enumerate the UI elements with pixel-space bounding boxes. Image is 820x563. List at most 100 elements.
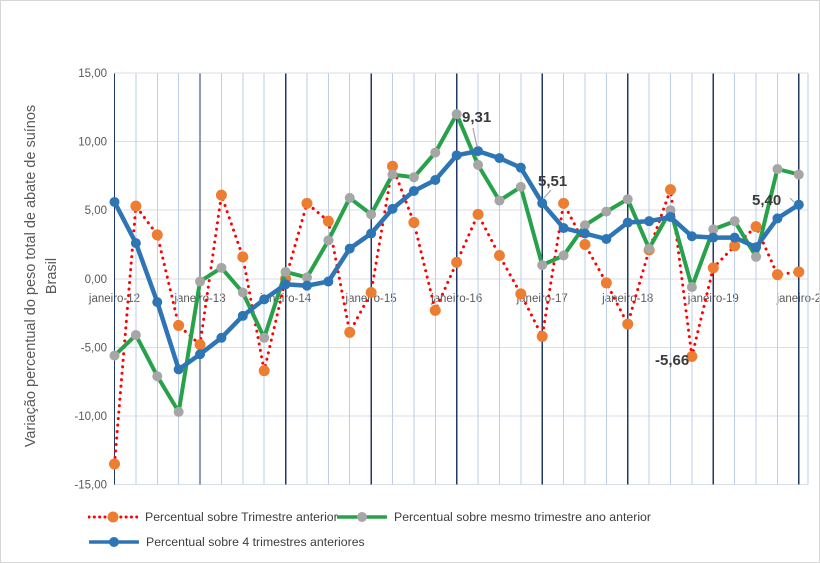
series-1-point-10 bbox=[323, 235, 334, 246]
series-0-point-11 bbox=[344, 326, 356, 338]
y-tick-label: 15,00 bbox=[78, 68, 107, 80]
series-0-point-26 bbox=[665, 184, 677, 196]
series-0-point-29 bbox=[729, 240, 741, 252]
series-2-point-9 bbox=[301, 280, 312, 291]
series-2-point-21 bbox=[558, 223, 569, 234]
series-2-point-2 bbox=[152, 297, 163, 308]
series-2-point-20 bbox=[537, 198, 548, 209]
series-0-point-3 bbox=[173, 319, 185, 331]
series-1-point-28 bbox=[708, 224, 719, 235]
series-0-point-1 bbox=[130, 200, 142, 212]
series-1-point-12 bbox=[366, 209, 377, 220]
y-tick-label: 0,00 bbox=[85, 274, 107, 286]
series-2-point-0 bbox=[109, 196, 120, 207]
series-0-point-20 bbox=[536, 330, 548, 342]
series-2-point-15 bbox=[430, 175, 441, 186]
series-1-point-18 bbox=[494, 195, 505, 206]
series-1-point-26 bbox=[665, 205, 676, 216]
series-1-point-20 bbox=[537, 260, 548, 271]
series-2-point-29 bbox=[729, 232, 740, 243]
series-0-point-12 bbox=[365, 287, 377, 299]
series-1-point-29 bbox=[729, 216, 740, 227]
data-label-annotation: 9,31 bbox=[462, 109, 491, 126]
y-axis-title: Variação percentual do peso total de aba… bbox=[23, 104, 60, 448]
series-2-point-8 bbox=[280, 279, 291, 290]
series-1-point-17 bbox=[473, 159, 484, 170]
annotation-leader bbox=[789, 197, 795, 203]
series-1-point-8 bbox=[280, 266, 291, 277]
series-0-point-19 bbox=[515, 288, 527, 300]
series-0-point-17 bbox=[472, 208, 484, 220]
series-2-point-22 bbox=[579, 228, 590, 239]
series-0-point-2 bbox=[151, 229, 163, 241]
series-0-point-6 bbox=[237, 251, 249, 263]
data-label-annotation: 5,51 bbox=[538, 173, 567, 190]
series-1-point-15 bbox=[430, 147, 441, 158]
series-2-point-6 bbox=[237, 310, 248, 321]
series-0-point-10 bbox=[322, 215, 334, 227]
data-label-annotation: -5,66 bbox=[655, 352, 689, 369]
series-0-point-0 bbox=[109, 458, 120, 470]
series-1-point-23 bbox=[601, 206, 612, 217]
series-1-point-6 bbox=[237, 287, 248, 298]
series-1-point-19 bbox=[515, 181, 526, 192]
series-2-point-27 bbox=[686, 231, 697, 242]
series-1-point-5 bbox=[216, 262, 227, 273]
series-1-point-3 bbox=[173, 406, 184, 417]
series-2-point-30 bbox=[751, 242, 762, 253]
series-2-point-12 bbox=[366, 228, 377, 239]
series-1-point-31 bbox=[772, 164, 783, 175]
series-0-point-32 bbox=[793, 266, 805, 278]
series-2-point-7 bbox=[259, 294, 270, 305]
series-0-point-13 bbox=[387, 160, 399, 172]
series-0-point-5 bbox=[215, 189, 227, 201]
series-0-point-16 bbox=[451, 256, 463, 268]
series-1-point-2 bbox=[152, 371, 163, 382]
series-1-point-1 bbox=[130, 330, 141, 341]
series-2-point-18 bbox=[494, 153, 505, 164]
series-1-point-0 bbox=[109, 350, 120, 361]
series-0-point-27 bbox=[686, 350, 698, 362]
series-2-point-10 bbox=[323, 276, 334, 287]
series-0-point-22 bbox=[579, 239, 591, 250]
series-2-point-31 bbox=[772, 213, 783, 224]
y-tick-label: -5,00 bbox=[81, 342, 107, 354]
series-2-point-17 bbox=[473, 146, 484, 157]
series-1-point-25 bbox=[644, 243, 655, 254]
series-2-point-1 bbox=[130, 238, 141, 249]
series-0-point-18 bbox=[493, 249, 505, 261]
series-2-point-16 bbox=[451, 150, 462, 161]
series-2-point-32 bbox=[793, 199, 804, 210]
y-tick-label: -15,00 bbox=[74, 480, 107, 492]
series-1-point-14 bbox=[408, 172, 419, 183]
series-1-point-9 bbox=[301, 272, 312, 283]
series-0-point-14 bbox=[408, 217, 420, 229]
series-1-point-27 bbox=[686, 282, 697, 293]
series-0-point-15 bbox=[429, 304, 441, 316]
series-2-point-28 bbox=[708, 232, 719, 243]
x-axis-label: janeiro-2 bbox=[775, 293, 819, 305]
annotation-leader bbox=[543, 189, 552, 199]
series-2-point-11 bbox=[344, 243, 355, 254]
series-0-point-23 bbox=[600, 277, 612, 289]
series-1-point-13 bbox=[387, 169, 398, 180]
data-label-annotation: 5,40 bbox=[752, 192, 781, 209]
series-2-point-24 bbox=[622, 217, 633, 228]
series-1-point-16 bbox=[451, 109, 462, 120]
annotation-leader bbox=[472, 127, 478, 148]
series-0-point-9 bbox=[301, 197, 313, 209]
series-1-point-4 bbox=[195, 276, 206, 287]
series-2-point-23 bbox=[601, 234, 612, 245]
series-2-point-5 bbox=[216, 332, 227, 343]
series-0-point-7 bbox=[258, 365, 270, 377]
series-1-point-24 bbox=[622, 194, 633, 205]
series-2-point-13 bbox=[387, 203, 398, 214]
series-0-point-21 bbox=[558, 197, 570, 209]
series-0-point-30 bbox=[750, 221, 762, 233]
series-1-point-21 bbox=[558, 250, 569, 261]
series-1-point-22 bbox=[579, 220, 590, 231]
series-1-point-30 bbox=[751, 251, 762, 262]
y-tick-label: 5,00 bbox=[85, 205, 107, 217]
